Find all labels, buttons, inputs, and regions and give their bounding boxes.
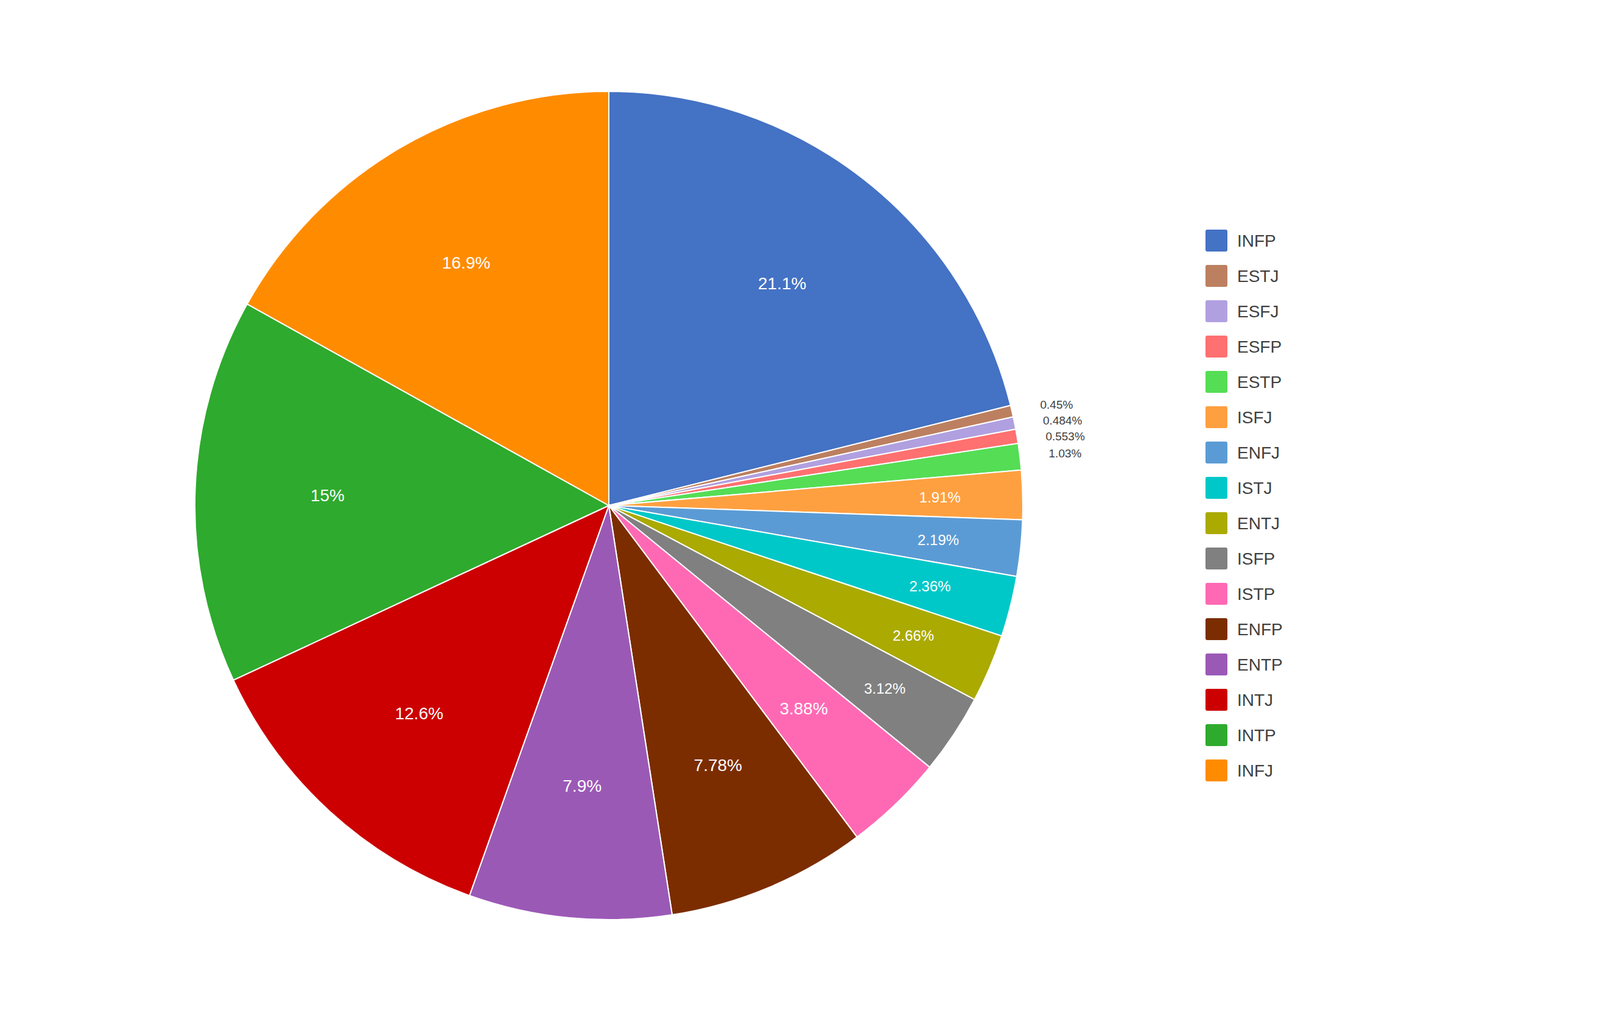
- background: [0, 0, 1600, 1011]
- data-label: 1.91%: [919, 488, 961, 506]
- legend-label: ISFJ: [1237, 407, 1273, 427]
- chart-container: 21.1% 1.91% 2.19% 2.36% 2.66% 3.12% 3.88% 7.78%…: [0, 0, 1600, 1011]
- data-label: 16.9%: [442, 253, 491, 273]
- data-label: 3.88%: [779, 698, 828, 718]
- chart-svg: 21.1% 1.91% 2.19% 2.36% 2.66% 3.12% 3.88% 7.78%…: [0, 0, 1600, 1011]
- legend-swatch: [1205, 229, 1228, 252]
- legend-swatch: [1205, 476, 1228, 499]
- legend-label: ISFP: [1237, 549, 1275, 569]
- data-label: 0.553%: [1045, 429, 1085, 443]
- data-label: 15%: [310, 485, 345, 505]
- legend-swatch: [1205, 335, 1228, 358]
- data-label: 7.9%: [562, 776, 602, 796]
- data-labels: 21.1% 1.91% 2.19% 2.36% 2.66% 3.12% 3.88% 7.78%…: [310, 253, 1085, 796]
- legend-label: ENFJ: [1237, 443, 1280, 463]
- legend-swatch: [1205, 512, 1228, 534]
- legend-label: INFJ: [1237, 761, 1274, 780]
- legend-swatch: [1205, 547, 1228, 570]
- legend-label: ESTJ: [1237, 266, 1279, 286]
- legend-label: ENTP: [1237, 655, 1283, 674]
- data-label: 2.66%: [892, 627, 934, 644]
- legend-swatch: [1205, 441, 1228, 464]
- legend-label: ESFP: [1237, 337, 1282, 357]
- legend-label: ISTP: [1237, 584, 1275, 604]
- data-label: 3.12%: [863, 680, 906, 697]
- legend-label: ENFP: [1237, 619, 1283, 639]
- data-label: 7.78%: [694, 755, 743, 775]
- data-label: 0.45%: [1039, 398, 1073, 411]
- legend-swatch: [1205, 582, 1228, 605]
- data-label: 1.03%: [1049, 446, 1082, 460]
- slices: [194, 91, 1023, 920]
- data-label: 2.36%: [909, 577, 951, 595]
- legend-swatch: [1205, 617, 1228, 640]
- data-label: 12.6%: [395, 703, 444, 723]
- legend-label: INTJ: [1237, 690, 1274, 710]
- legend-swatch: [1205, 688, 1228, 711]
- legend: INFP ESTJ ESFJ ESFP ESTP ISFJ ENFJ ISTJ ENTJ ISFP…: [1205, 229, 1283, 782]
- legend-label: ISTJ: [1237, 478, 1273, 498]
- legend-label: INTP: [1237, 725, 1277, 745]
- legend-label: ESTP: [1237, 372, 1282, 392]
- legend-swatch: [1205, 300, 1228, 323]
- legend-label: ESFJ: [1237, 301, 1279, 321]
- legend-label: ENTJ: [1237, 513, 1280, 533]
- legend-swatch: [1205, 759, 1228, 782]
- data-label: 21.1%: [757, 273, 807, 293]
- data-label: 2.19%: [917, 531, 959, 548]
- legend-swatch: [1205, 370, 1228, 393]
- legend-swatch: [1205, 653, 1228, 676]
- legend-swatch: [1205, 264, 1228, 287]
- legend-swatch: [1205, 723, 1228, 746]
- legend-label: INFP: [1237, 231, 1277, 251]
- legend-swatch: [1205, 406, 1228, 429]
- pie-slice: [247, 91, 609, 506]
- data-label: 0.484%: [1042, 414, 1083, 427]
